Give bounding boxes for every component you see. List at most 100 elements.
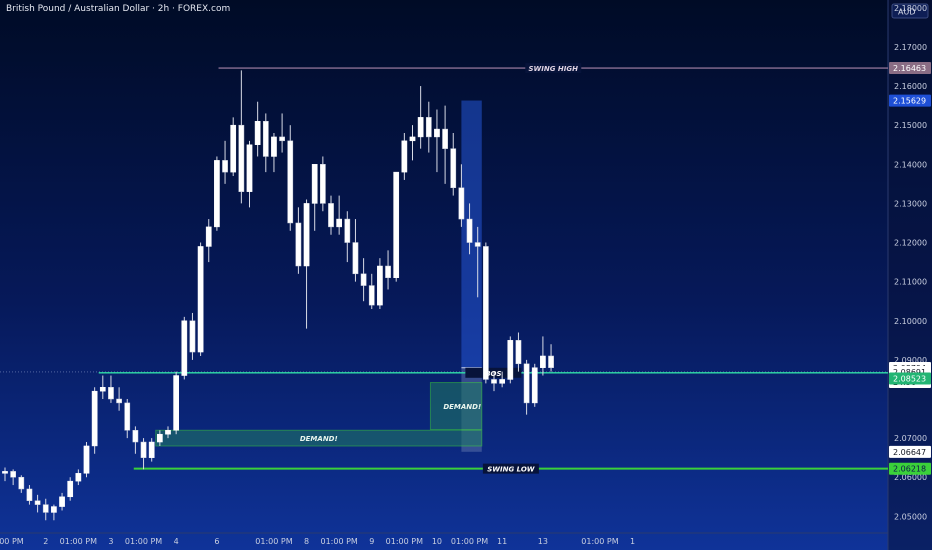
swing-high-label: SWING HIGH xyxy=(529,65,579,73)
candle[interactable] xyxy=(271,133,277,173)
candle-body-up xyxy=(157,433,163,443)
x-tick-label: 10 xyxy=(432,537,442,546)
candle[interactable] xyxy=(148,438,155,462)
bos-label-bg xyxy=(465,367,522,378)
candle[interactable] xyxy=(230,117,237,177)
candle[interactable] xyxy=(287,125,294,231)
candle[interactable] xyxy=(523,359,530,415)
candle[interactable] xyxy=(26,485,33,505)
candle[interactable] xyxy=(344,211,351,263)
candle[interactable] xyxy=(214,156,220,231)
candle[interactable] xyxy=(515,332,522,372)
candle-body-down xyxy=(450,148,457,189)
candle[interactable] xyxy=(401,133,408,180)
candle[interactable] xyxy=(311,164,318,231)
candle[interactable] xyxy=(116,387,122,411)
candle-body-up xyxy=(173,375,180,431)
price-tag-label: 2.06218 xyxy=(893,465,926,474)
candle[interactable] xyxy=(2,467,8,482)
candle[interactable] xyxy=(67,477,74,501)
candle[interactable] xyxy=(108,375,114,403)
candle[interactable] xyxy=(246,140,253,208)
candle[interactable] xyxy=(466,203,473,255)
candle-body-up xyxy=(246,144,253,192)
candle[interactable] xyxy=(352,219,359,282)
x-tick-label: 13 xyxy=(538,537,548,546)
candle-body-down xyxy=(442,128,448,149)
candle[interactable] xyxy=(360,258,367,302)
y-tick-label: 2.18000 xyxy=(894,4,927,13)
candle[interactable] xyxy=(157,430,163,446)
candle[interactable] xyxy=(140,438,147,470)
y-tick-label: 2.17000 xyxy=(894,43,927,52)
candle-body-up xyxy=(181,320,188,376)
y-tick-label: 2.06000 xyxy=(894,473,927,482)
candle[interactable] xyxy=(238,70,245,204)
bos-label: BOS xyxy=(485,370,501,378)
candle[interactable] xyxy=(393,171,400,282)
candle[interactable] xyxy=(262,113,269,173)
candle[interactable] xyxy=(34,494,41,513)
candle[interactable] xyxy=(540,336,546,376)
candle[interactable] xyxy=(385,250,391,290)
candle[interactable] xyxy=(442,105,448,184)
candle[interactable] xyxy=(10,469,16,486)
candle[interactable] xyxy=(483,242,489,384)
candle[interactable] xyxy=(91,387,98,454)
candle[interactable] xyxy=(320,156,326,212)
candle-body-up xyxy=(91,390,98,447)
candle[interactable] xyxy=(132,426,139,454)
candle[interactable] xyxy=(458,164,465,227)
candle-body-up xyxy=(311,164,318,204)
candle[interactable] xyxy=(75,469,82,486)
candle-body-down xyxy=(344,218,351,243)
candle[interactable] xyxy=(336,195,342,235)
y-tick-label: 2.11000 xyxy=(894,278,927,287)
candle[interactable] xyxy=(165,426,171,439)
candle[interactable] xyxy=(189,312,196,360)
candle[interactable] xyxy=(417,86,424,149)
candle[interactable] xyxy=(377,258,383,310)
candle[interactable] xyxy=(368,273,375,310)
candle[interactable] xyxy=(499,371,505,388)
candle[interactable] xyxy=(222,140,228,184)
swing-high-label-bg xyxy=(525,63,582,74)
candle[interactable] xyxy=(99,375,106,399)
candle[interactable] xyxy=(491,371,497,392)
candle-body-up xyxy=(197,246,204,353)
candle[interactable] xyxy=(83,442,90,478)
y-tick-label: 2.16000 xyxy=(894,82,927,91)
candle[interactable] xyxy=(173,371,180,435)
candle[interactable] xyxy=(507,336,514,384)
candle[interactable] xyxy=(295,207,302,274)
candle[interactable] xyxy=(51,504,57,521)
x-tick-label: 01:00 PM xyxy=(386,537,423,546)
candle[interactable] xyxy=(254,101,261,157)
candle[interactable] xyxy=(450,133,457,196)
candle[interactable] xyxy=(303,199,310,329)
candle[interactable] xyxy=(425,101,432,153)
candle[interactable] xyxy=(409,125,416,161)
candle[interactable] xyxy=(328,195,334,235)
candle[interactable] xyxy=(474,226,481,298)
candle[interactable] xyxy=(548,344,554,372)
demand-zone-2[interactable] xyxy=(429,382,483,431)
candle-body-down xyxy=(425,117,432,138)
candle[interactable] xyxy=(181,316,188,380)
candle-body-down xyxy=(132,430,139,443)
candle[interactable] xyxy=(279,113,285,153)
candle[interactable] xyxy=(197,242,204,356)
price-tag xyxy=(889,61,931,74)
candle[interactable] xyxy=(205,219,212,263)
candle[interactable] xyxy=(42,498,49,521)
candle-body-down xyxy=(352,242,359,275)
candle-body-up xyxy=(99,387,106,392)
candle[interactable] xyxy=(434,109,440,173)
demand-zone-1[interactable] xyxy=(155,429,483,447)
candle[interactable] xyxy=(18,475,25,493)
candle[interactable] xyxy=(531,363,538,407)
candle[interactable] xyxy=(59,492,65,511)
candle[interactable] xyxy=(124,399,131,439)
